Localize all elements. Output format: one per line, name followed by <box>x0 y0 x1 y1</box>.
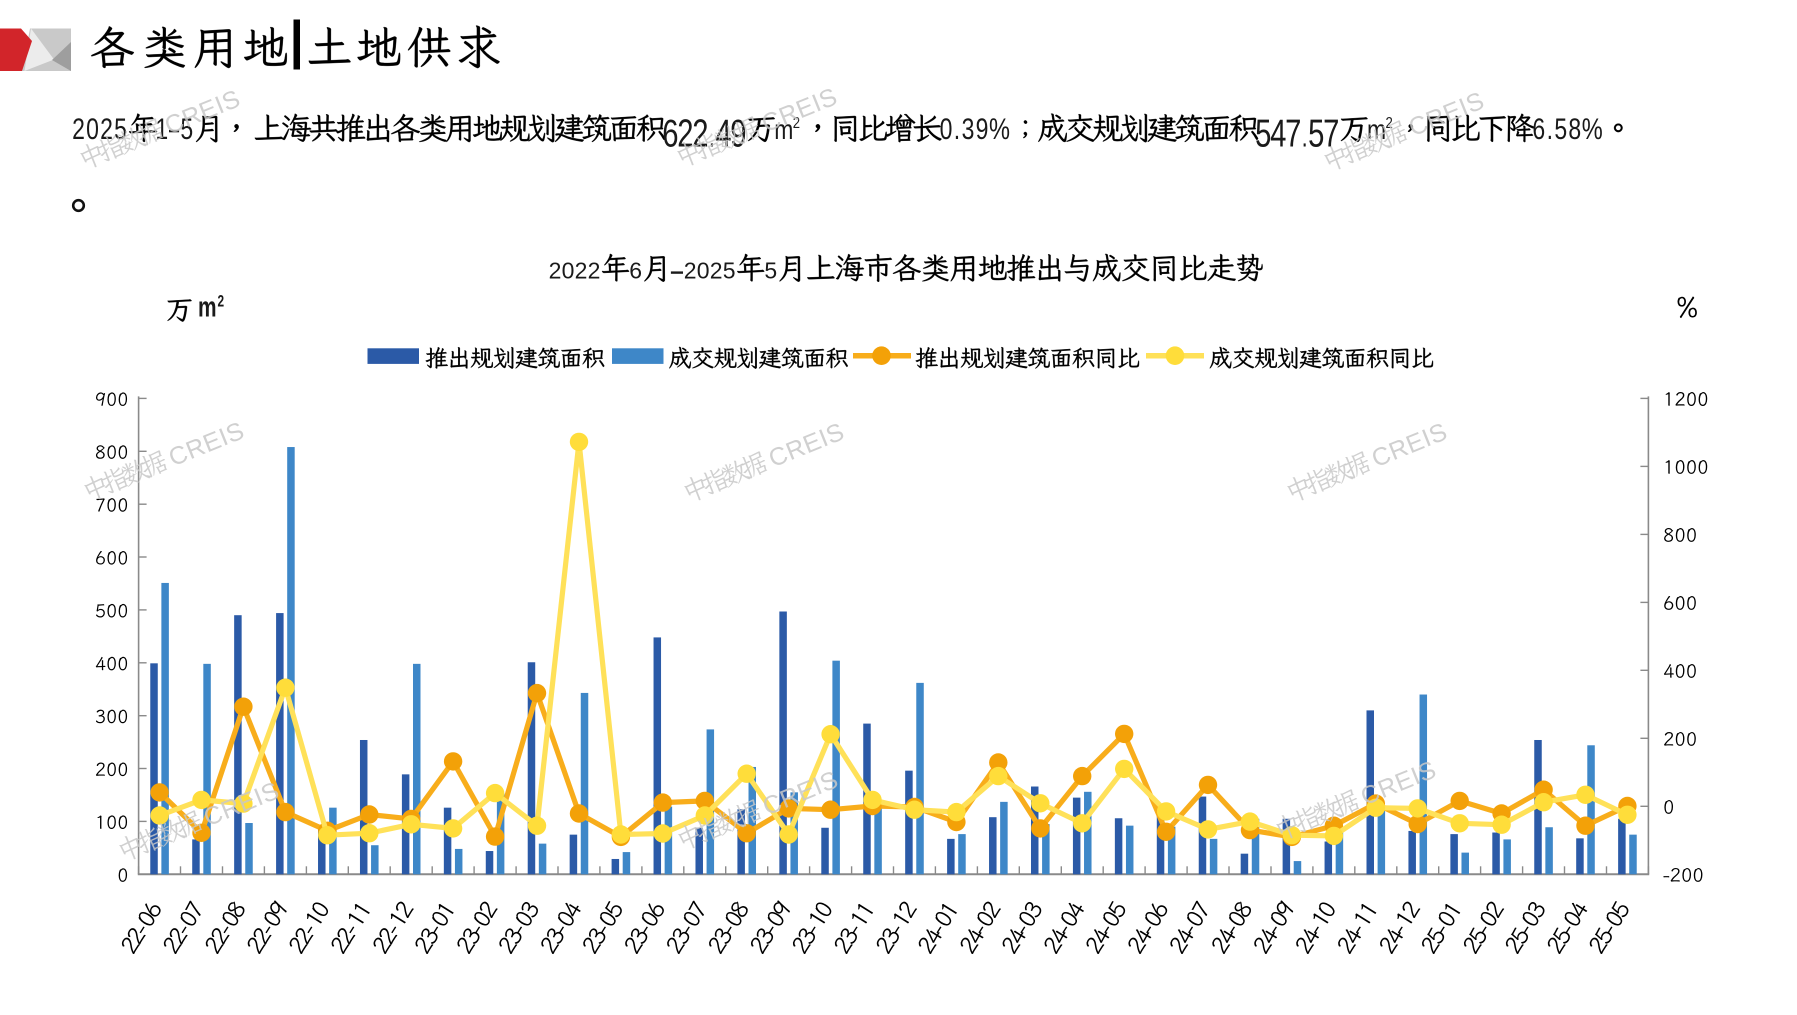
svg-text:2: 2 <box>72 112 85 145</box>
svg-text:6: 6 <box>1532 112 1545 145</box>
svg-text:7: 7 <box>1323 113 1339 156</box>
svg-text:3: 3 <box>962 112 975 145</box>
svg-text:0: 0 <box>940 112 953 145</box>
svg-text:0: 0 <box>86 112 99 145</box>
svg-text:2: 2 <box>710 258 723 284</box>
svg-text:5: 5 <box>1554 112 1567 145</box>
svg-text:9: 9 <box>730 113 746 156</box>
svg-text:6: 6 <box>662 113 678 156</box>
svg-text:8: 8 <box>1568 112 1581 145</box>
svg-text:2: 2 <box>588 258 601 284</box>
svg-text:2: 2 <box>549 258 562 284</box>
svg-text:m: m <box>774 115 793 146</box>
svg-text:2: 2 <box>100 112 113 145</box>
svg-text:0: 0 <box>697 258 710 284</box>
svg-text:7: 7 <box>1285 113 1301 156</box>
svg-text:.: . <box>709 122 715 154</box>
svg-text:2: 2 <box>684 258 697 284</box>
svg-text:5: 5 <box>1255 113 1271 156</box>
svg-text:2: 2 <box>677 113 693 156</box>
svg-text:.: . <box>954 112 960 145</box>
svg-text:2: 2 <box>218 293 225 311</box>
svg-text:2: 2 <box>692 113 708 156</box>
svg-text:m: m <box>1367 115 1386 146</box>
svg-text:0: 0 <box>562 258 575 284</box>
svg-text:2: 2 <box>793 115 800 132</box>
svg-text:.: . <box>1302 122 1308 154</box>
svg-text:%: % <box>1582 112 1603 145</box>
svg-text:2: 2 <box>1386 115 1393 132</box>
svg-text:2: 2 <box>575 258 588 284</box>
svg-text:5: 5 <box>723 258 736 284</box>
svg-text:5: 5 <box>180 112 193 145</box>
svg-text:%: % <box>989 112 1010 145</box>
svg-text:5: 5 <box>764 258 777 284</box>
svg-text:1: 1 <box>155 112 168 145</box>
svg-text:m: m <box>198 291 217 323</box>
svg-text:.: . <box>1547 112 1553 145</box>
svg-text:4: 4 <box>1270 113 1286 156</box>
svg-text:9: 9 <box>976 112 989 145</box>
svg-text:6: 6 <box>629 258 642 284</box>
svg-text:5: 5 <box>1308 113 1324 156</box>
